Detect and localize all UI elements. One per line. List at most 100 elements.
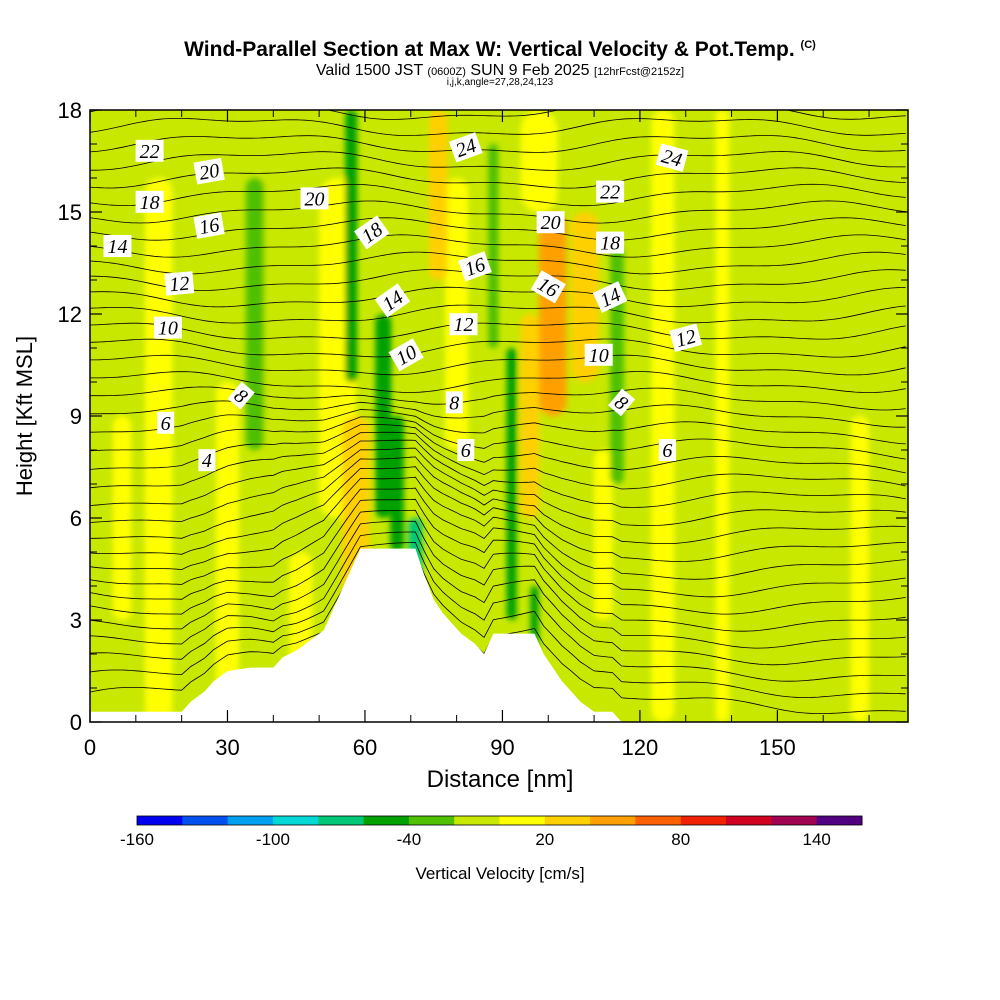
- theta-label-text: 4: [202, 450, 212, 472]
- theta-label-box: [193, 212, 225, 239]
- theta-label-text: 16: [198, 214, 222, 239]
- x-tick-label: 0: [84, 735, 96, 760]
- theta-label-text: 10: [158, 318, 178, 340]
- theta-label-box: [592, 281, 628, 313]
- theta-contour: [90, 552, 906, 698]
- theta-label-box: [157, 411, 175, 434]
- chart-params: i,j,k,angle=27,28,24,123: [446, 77, 554, 88]
- velocity-plume: [390, 416, 404, 552]
- theta-contour: [90, 251, 906, 275]
- velocity-plume: [715, 110, 730, 722]
- theta-contour: [90, 354, 906, 376]
- colorbar-tick-label: -100: [256, 830, 290, 849]
- theta-contour: [90, 286, 906, 308]
- colorbar-tick-label: 20: [535, 830, 554, 849]
- theta-label-text: 20: [305, 188, 325, 210]
- theta-contour: [90, 269, 906, 291]
- theta-label-box: [457, 439, 475, 461]
- colorbar-tick-label: 140: [803, 830, 831, 849]
- theta-label-box: [449, 313, 478, 336]
- y-tick-label: 0: [70, 710, 82, 735]
- theta-label-text: 6: [461, 440, 471, 462]
- colorbar-swatch: [544, 816, 591, 825]
- theta-label: 20: [300, 187, 329, 210]
- theta-label-text: 10: [589, 345, 609, 367]
- theta-label-box: [596, 180, 625, 203]
- y-axis: 0 3 6 9 12 15 18: [58, 98, 908, 735]
- theta-label: 18: [596, 231, 625, 255]
- theta-label: 16: [457, 251, 492, 282]
- velocity-plume: [144, 178, 173, 722]
- theta-label-text: 18: [600, 233, 620, 255]
- colorbar-label: Vertical Velocity [cm/s]: [415, 864, 585, 883]
- theta-contour: [90, 520, 906, 649]
- theta-label: 10: [584, 343, 613, 367]
- theta-label: 10: [153, 316, 182, 340]
- theta-label-box: [103, 235, 132, 257]
- x-tick-label: 150: [759, 735, 796, 760]
- theta-contour: [90, 431, 906, 490]
- y-tick-label: 6: [70, 506, 82, 531]
- chart-subtitle: Valid 1500 JST (0600Z) SUN 9 Feb 2025 [1…: [315, 62, 685, 79]
- theta-label-box: [584, 343, 613, 366]
- theta-label-box: [536, 211, 565, 234]
- velocity-plume: [630, 450, 650, 654]
- theta-contour: [90, 409, 906, 445]
- theta-label: 20: [193, 157, 225, 185]
- y-tick-label: 15: [58, 200, 82, 225]
- theta-label-box: [445, 391, 463, 414]
- theta-label: 22: [135, 139, 164, 163]
- theta-label-box: [596, 231, 625, 254]
- colorbar-swatch: [499, 816, 546, 825]
- theta-label: 12: [449, 313, 478, 336]
- theta-contour: [90, 416, 906, 460]
- x-tick-label: 120: [622, 735, 659, 760]
- potential-temperature-contours: [90, 110, 906, 714]
- theta-label-box: [198, 449, 216, 472]
- theta-label: 12: [669, 323, 703, 353]
- colorbar-frame: [136, 815, 863, 826]
- colorbar-swatch: [227, 816, 274, 825]
- theta-contour: [90, 487, 906, 598]
- theta-label: 24: [448, 132, 483, 163]
- y-tick-label: 9: [70, 404, 82, 429]
- velocity-plume: [183, 178, 198, 416]
- colorbar-swatch: [816, 816, 863, 825]
- colorbar-swatch: [272, 816, 319, 825]
- theta-label: 8: [445, 391, 463, 414]
- theta-label: 6: [658, 439, 676, 462]
- theta-label: 4: [198, 449, 216, 472]
- colorbar-swatch: [771, 816, 818, 825]
- x-tick-label: 90: [490, 735, 514, 760]
- theta-label: 20: [536, 211, 565, 234]
- colorbar-swatch: [680, 816, 727, 825]
- theta-contour: [90, 151, 906, 171]
- theta-contour: [90, 322, 906, 340]
- theta-contour: [90, 386, 906, 411]
- velocity-plume: [594, 450, 613, 620]
- theta-contour: [90, 466, 906, 563]
- theta-label-box: [374, 283, 411, 318]
- theta-label: 18: [135, 190, 164, 214]
- y-tick-label: 12: [58, 302, 82, 327]
- velocity-plume: [261, 110, 285, 688]
- theta-contour: [90, 304, 906, 324]
- colorbar-swatch: [182, 816, 229, 825]
- colorbar-swatch: [635, 816, 682, 825]
- colorbar-tick-label: -160: [120, 830, 154, 849]
- colorbar-swatch: [726, 816, 772, 825]
- velocity-plume: [375, 314, 392, 518]
- theta-label-box: [193, 157, 225, 185]
- theta-label-text: 14: [108, 236, 128, 258]
- theta-label-text: 6: [161, 413, 171, 435]
- colorbar-tick-label: -40: [397, 830, 422, 849]
- x-tick-label: 60: [353, 735, 377, 760]
- colorbar-swatch: [454, 816, 500, 825]
- velocity-plume: [245, 178, 265, 450]
- theta-contour: [90, 338, 906, 358]
- x-tick-label: 30: [215, 735, 239, 760]
- theta-contour: [90, 200, 906, 224]
- theta-contour: [90, 234, 906, 258]
- theta-label: 6: [457, 439, 475, 462]
